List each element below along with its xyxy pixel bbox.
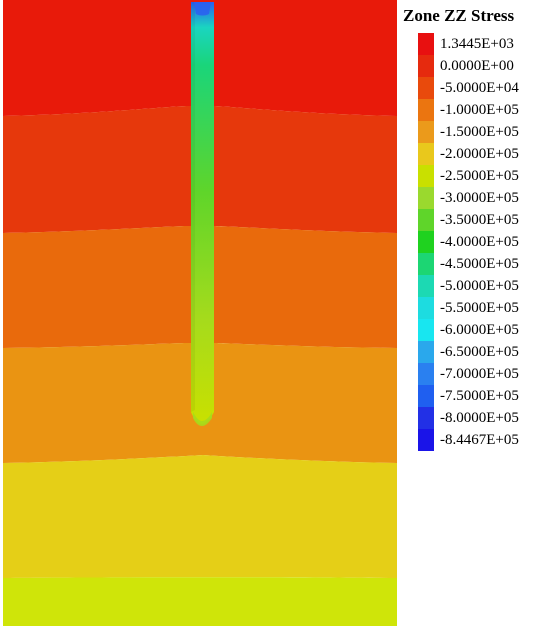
legend-item: -5.0000E+05 <box>403 275 550 297</box>
pile-tip <box>193 412 212 426</box>
pile-shaft-highlight-left <box>191 2 195 412</box>
legend-color-swatch <box>418 55 434 77</box>
legend-color-swatch <box>418 231 434 253</box>
legend-color-swatch <box>418 319 434 341</box>
pile-shaft <box>191 2 214 424</box>
legend-item: -6.5000E+05 <box>403 341 550 363</box>
legend-color-swatch <box>418 209 434 231</box>
legend-color-swatch <box>418 341 434 363</box>
legend-color-swatch <box>418 33 434 55</box>
legend-label: 0.0000E+00 <box>440 58 514 74</box>
legend-label: -1.5000E+05 <box>440 124 519 140</box>
legend-item: -5.5000E+05 <box>403 297 550 319</box>
legend-label: -7.0000E+05 <box>440 366 519 382</box>
legend-color-swatch <box>418 99 434 121</box>
legend-item: -8.4467E+05 <box>403 429 550 451</box>
legend-color-swatch <box>418 165 434 187</box>
legend-item: -7.0000E+05 <box>403 363 550 385</box>
legend-item: -1.0000E+05 <box>403 99 550 121</box>
legend-item: -2.5000E+05 <box>403 165 550 187</box>
legend-color-swatch <box>418 275 434 297</box>
legend-label: -2.0000E+05 <box>440 146 519 162</box>
legend-label: -8.0000E+05 <box>440 410 519 426</box>
legend-label: -3.5000E+05 <box>440 212 519 228</box>
legend-item: 1.3445E+03 <box>403 33 550 55</box>
legend-color-swatch <box>418 253 434 275</box>
legend-item: -5.0000E+04 <box>403 77 550 99</box>
legend-color-swatch <box>418 363 434 385</box>
legend-item: -4.0000E+05 <box>403 231 550 253</box>
stress-band-5 <box>3 455 397 578</box>
legend-label: -6.5000E+05 <box>440 344 519 360</box>
legend-title: Zone ZZ Stress <box>403 6 515 25</box>
stress-contour-plot <box>3 0 397 626</box>
legend-item: -1.5000E+05 <box>403 121 550 143</box>
legend-color-swatch <box>418 187 434 209</box>
legend-label: 1.3445E+03 <box>440 36 514 52</box>
legend-color-swatch <box>418 143 434 165</box>
legend-item: -3.5000E+05 <box>403 209 550 231</box>
legend-color-swatch <box>418 385 434 407</box>
pile-top-cap <box>194 2 211 16</box>
legend-color-swatch <box>418 77 434 99</box>
legend-label: -5.0000E+04 <box>440 80 519 96</box>
legend-label: -4.5000E+05 <box>440 256 519 272</box>
legend-color-swatch <box>418 429 434 451</box>
legend-label: -5.5000E+05 <box>440 300 519 316</box>
legend-label: -8.4467E+05 <box>440 432 519 448</box>
legend-label: -2.5000E+05 <box>440 168 519 184</box>
legend-item: -4.5000E+05 <box>403 253 550 275</box>
legend-color-swatch <box>418 407 434 429</box>
legend-item: -2.0000E+05 <box>403 143 550 165</box>
legend-item: -6.0000E+05 <box>403 319 550 341</box>
legend-label: -4.0000E+05 <box>440 234 519 250</box>
legend-label: -1.0000E+05 <box>440 102 519 118</box>
legend-label: -7.5000E+05 <box>440 388 519 404</box>
legend-item: -7.5000E+05 <box>403 385 550 407</box>
legend-color-swatch <box>418 297 434 319</box>
legend-item: -8.0000E+05 <box>403 407 550 429</box>
legend-label: -5.0000E+05 <box>440 278 519 294</box>
stress-band-6 <box>3 577 397 626</box>
legend-label: -6.0000E+05 <box>440 322 519 338</box>
legend-item: -3.0000E+05 <box>403 187 550 209</box>
legend-color-swatch <box>418 121 434 143</box>
legend-label: -3.0000E+05 <box>440 190 519 206</box>
legend-item: 0.0000E+00 <box>403 55 550 77</box>
